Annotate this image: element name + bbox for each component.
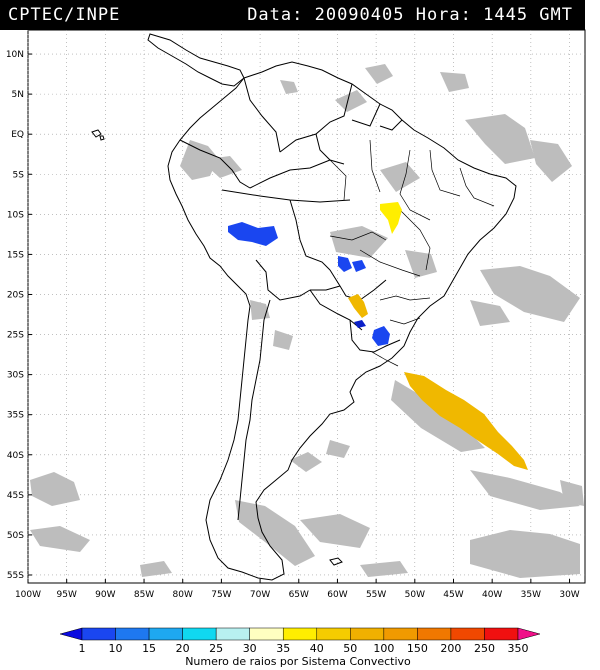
- legend-label: 100: [373, 642, 394, 655]
- lon-tick-label: 95W: [57, 590, 77, 600]
- lon-tick-label: 50W: [405, 590, 425, 600]
- legend-colorbar: [59, 627, 541, 641]
- lat-tick-label: 45S: [7, 491, 24, 501]
- lat-tick-label: 25S: [7, 331, 24, 341]
- graticule: [27, 30, 585, 583]
- coastlines-and-borders: [91, 33, 517, 581]
- legend-swatch: [517, 627, 541, 641]
- legend-label: 50: [343, 642, 357, 655]
- legend-label: 200: [440, 642, 461, 655]
- lat-tick-label: 30S: [7, 371, 24, 381]
- lat-tick-label: 20S: [7, 290, 24, 300]
- legend-swatch: [350, 627, 385, 641]
- falkland-islands: [329, 557, 343, 566]
- lightning-system-6: [372, 326, 390, 346]
- south-america-coastline: [167, 61, 517, 581]
- lat-tick-label: EQ: [11, 130, 24, 140]
- legend-label: 30: [243, 642, 257, 655]
- lon-tick-label: 90W: [95, 590, 115, 600]
- lat-tick-label: 55S: [7, 571, 24, 581]
- lat-tick-label: 10N: [6, 50, 24, 60]
- legend-label: 350: [508, 642, 529, 655]
- lightning-system-7: [404, 372, 528, 470]
- lon-tick-label: 55W: [366, 590, 386, 600]
- datetime-label: Data: 20090405 Hora: 1445 GMT: [247, 5, 573, 25]
- lon-tick-label: 70W: [250, 590, 270, 600]
- lat-tick-label: 5S: [13, 170, 25, 180]
- legend-swatch: [59, 627, 83, 641]
- lat-tick-label: 15S: [7, 250, 24, 260]
- legend-labels: 1 10 15 20 25 30 35 40 50 100 150 200 250 350: [79, 642, 529, 655]
- lon-tick-label: 45W: [443, 590, 463, 600]
- lat-tick-label: 5N: [12, 90, 24, 100]
- lightning-system-3: [380, 202, 402, 234]
- lightning-system-2: [338, 256, 366, 272]
- lon-tick-label: 30W: [559, 590, 579, 600]
- lon-tick-label: 75W: [211, 590, 231, 600]
- legend-swatch: [383, 627, 418, 641]
- legend-label: 35: [276, 642, 290, 655]
- header-bar: CPTEC/INPE Data: 20090405 Hora: 1445 GMT: [0, 0, 585, 30]
- latitude-ticks: 10N 5N EQ 5S 10S 15S 20S 25S 30S 35S 40S 45S 50S 55S: [6, 50, 32, 581]
- lon-tick-label: 80W: [173, 590, 193, 600]
- legend-swatch: [316, 627, 351, 641]
- lat-tick-label: 50S: [7, 531, 24, 541]
- lon-tick-label: 85W: [134, 590, 154, 600]
- legend-swatch: [115, 627, 150, 641]
- lat-tick-label: 35S: [7, 411, 24, 421]
- legend-swatch: [484, 627, 519, 641]
- lon-tick-label: 65W: [289, 590, 309, 600]
- legend-swatch: [215, 627, 250, 641]
- legend-label: 1: [79, 642, 86, 655]
- legend-swatch: [182, 627, 217, 641]
- state-borders: [329, 139, 495, 367]
- lat-tick-label: 40S: [7, 451, 24, 461]
- legend-label: 150: [407, 642, 428, 655]
- lon-tick-label: 40W: [482, 590, 502, 600]
- central-america-coastline: [147, 33, 245, 87]
- legend-swatch: [249, 627, 284, 641]
- longitude-ticks: 100W 95W 90W 85W 80W 75W 70W 65W 60W 55W 50W 45W 40W…: [15, 579, 580, 600]
- legend-title: Numero de raios por Sistema Convectivo: [185, 655, 411, 668]
- legend-swatch: [282, 627, 318, 641]
- source-label: CPTEC/INPE: [8, 5, 121, 25]
- lightning-system-4: [348, 294, 368, 318]
- galapagos-islands: [91, 129, 105, 141]
- lon-tick-label: 100W: [15, 590, 41, 600]
- legend-swatch: [417, 627, 452, 641]
- lightning-systems: [228, 202, 528, 470]
- legend-label: 40: [310, 642, 324, 655]
- legend-swatch: [450, 627, 485, 641]
- legend-label: 250: [474, 642, 495, 655]
- lightning-system-1: [228, 222, 278, 246]
- legend-label: 10: [109, 642, 123, 655]
- lightning-system-5: [354, 320, 366, 328]
- cloud-cover: [30, 64, 584, 578]
- lon-tick-label: 60W: [327, 590, 347, 600]
- lon-tick-label: 35W: [521, 590, 541, 600]
- legend-swatch: [81, 627, 116, 641]
- lat-tick-label: 10S: [7, 210, 24, 220]
- legend-label: 15: [142, 642, 156, 655]
- legend-swatch: [148, 627, 183, 641]
- legend-label: 20: [176, 642, 190, 655]
- legend-label: 25: [209, 642, 223, 655]
